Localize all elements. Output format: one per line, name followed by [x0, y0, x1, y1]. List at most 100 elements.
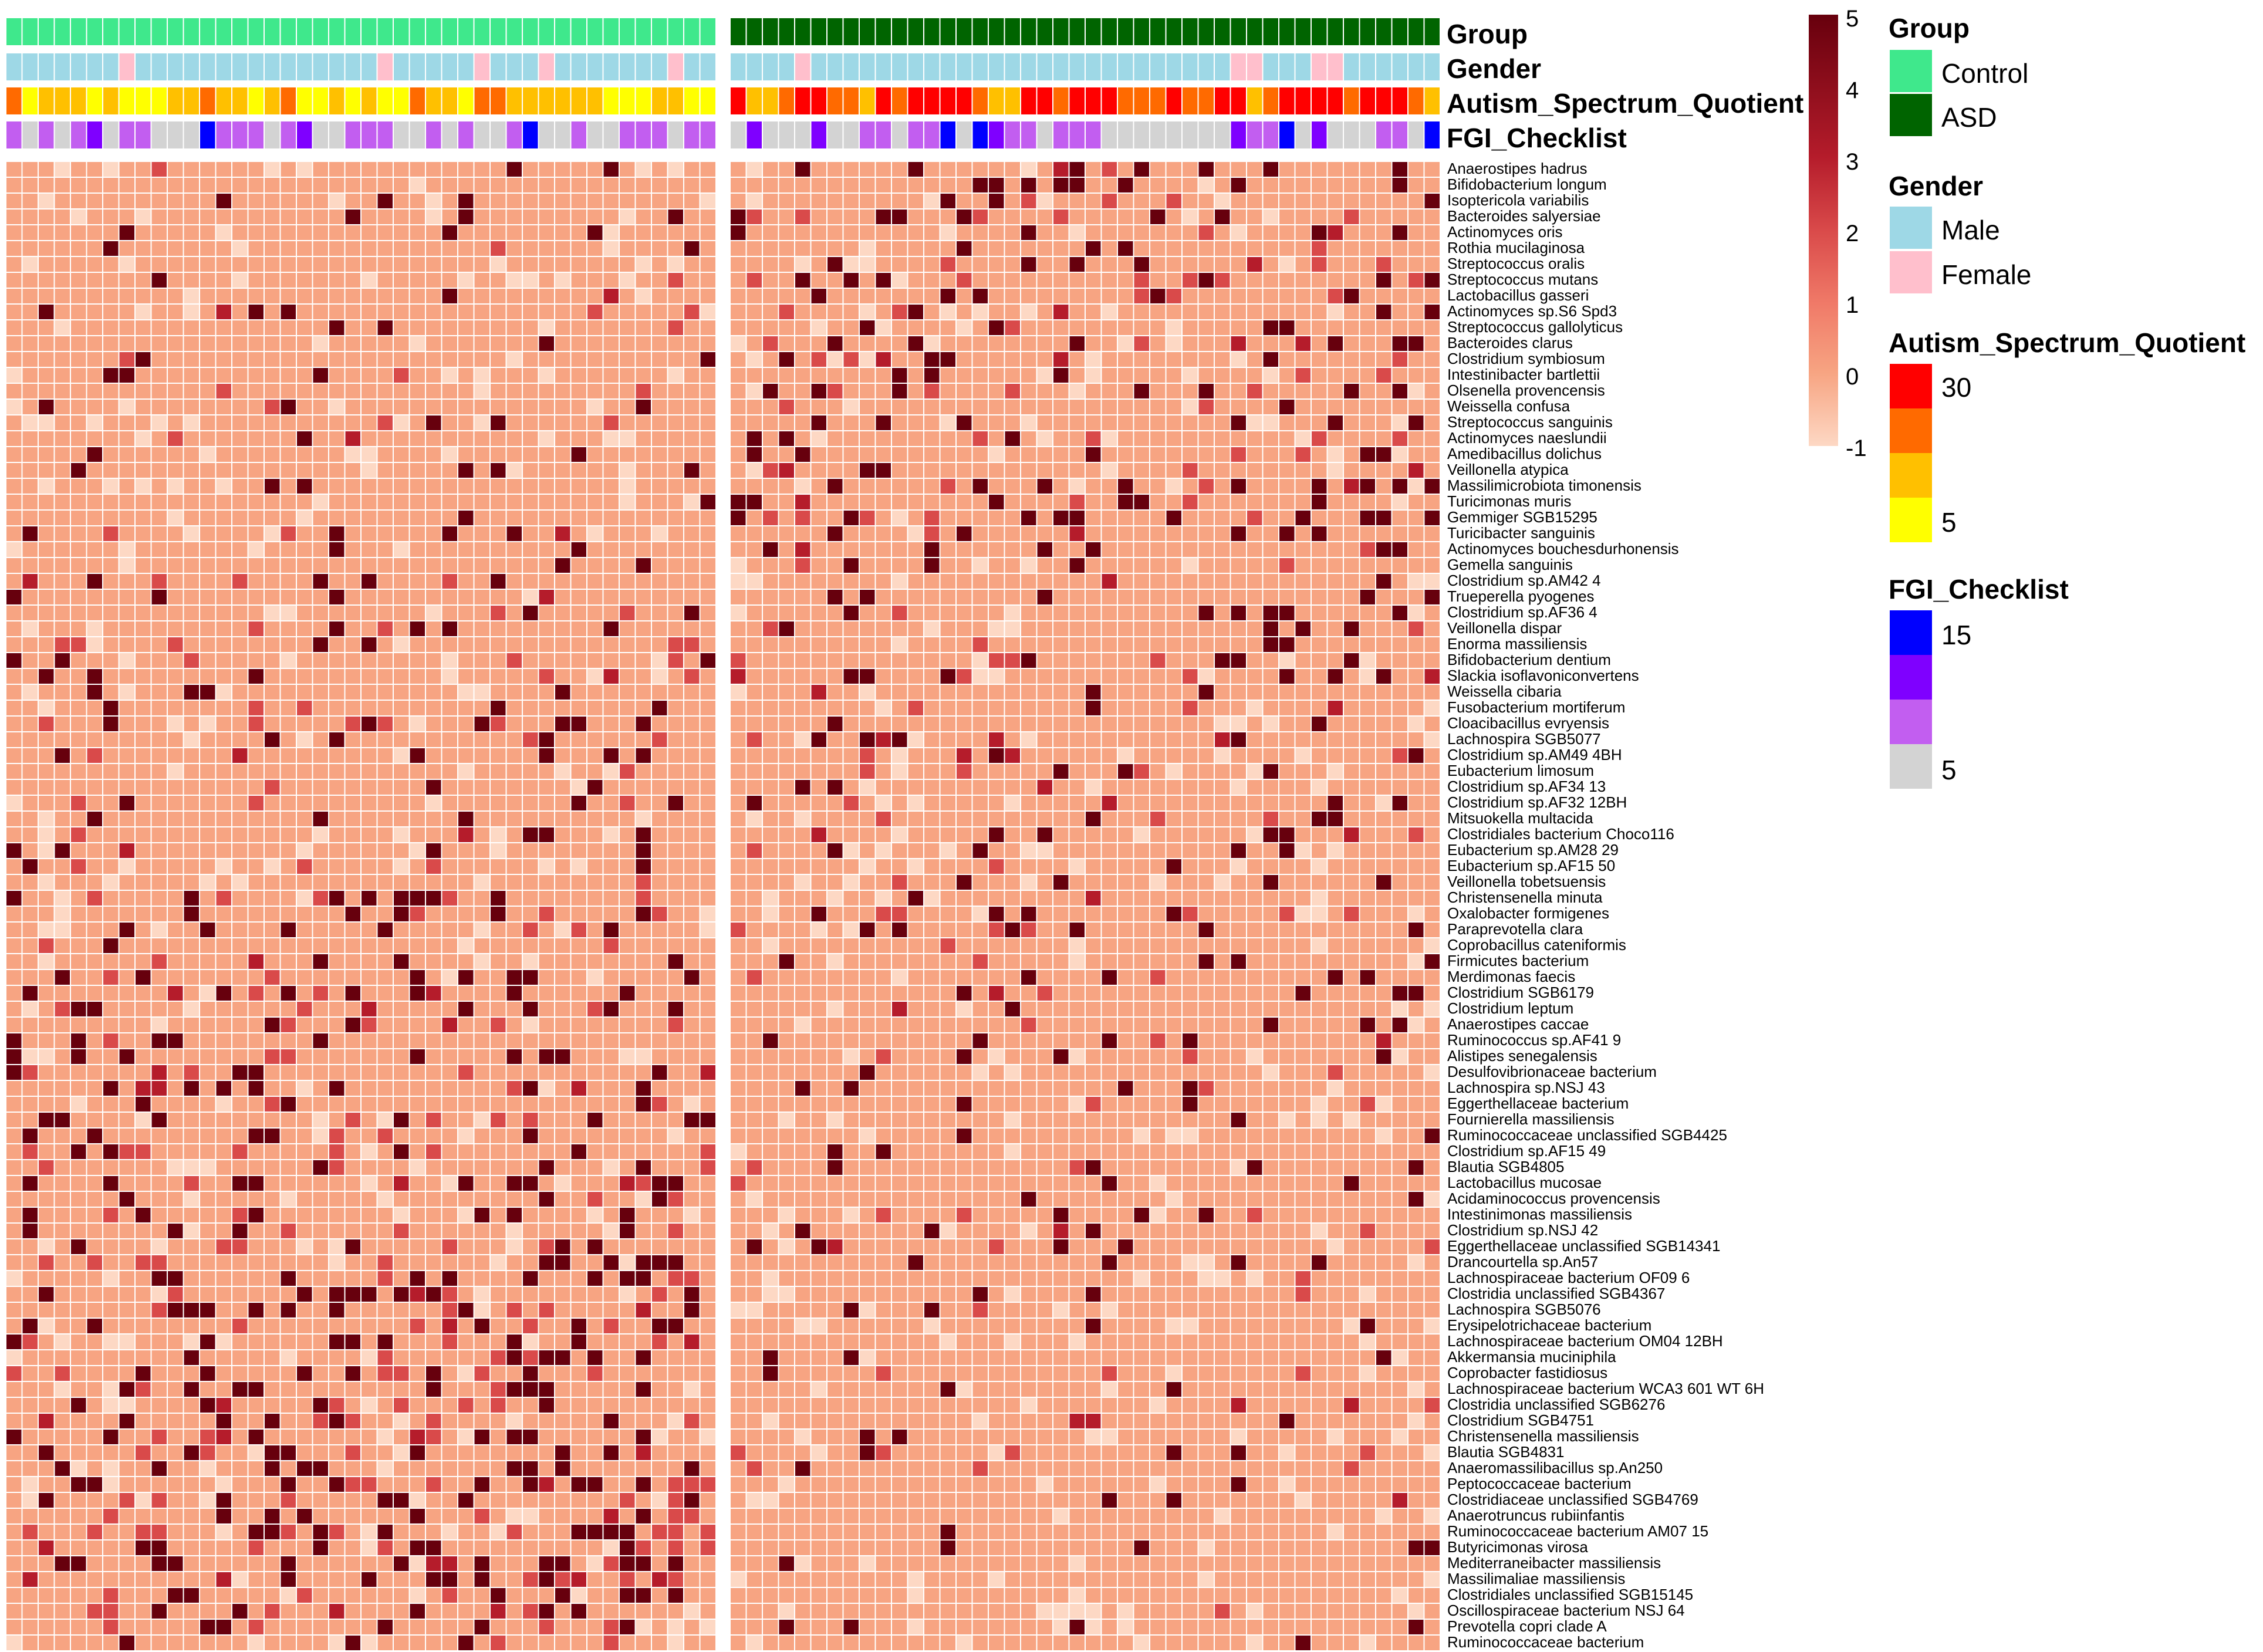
heatmap-cell — [279, 414, 297, 431]
heatmap-cell — [86, 256, 103, 273]
heatmap-cell — [1181, 272, 1199, 289]
heatmap-cell — [939, 826, 957, 843]
heatmap-cell — [118, 494, 136, 511]
heatmap-cell — [1197, 557, 1215, 574]
heatmap-cell — [215, 636, 232, 653]
heatmap-cell — [457, 335, 475, 352]
heatmap-cell — [167, 224, 184, 241]
heatmap-cell — [150, 462, 168, 479]
heatmap-cell — [522, 398, 539, 415]
heatmap-cell — [70, 398, 87, 415]
heatmap-cell — [264, 557, 281, 574]
heatmap-cell — [778, 303, 795, 320]
heatmap-cell — [199, 462, 217, 479]
heatmap-cell — [344, 747, 362, 764]
heatmap-cell — [247, 367, 265, 384]
heatmap-cell — [86, 367, 103, 384]
heatmap-cell — [619, 763, 636, 780]
heatmap-cell — [1326, 383, 1344, 400]
heatmap-cell — [376, 351, 394, 368]
heatmap-cell — [183, 779, 200, 796]
heatmap-cell — [891, 430, 908, 447]
heatmap-cell — [1068, 731, 1086, 748]
heatmap-cell — [1165, 367, 1183, 384]
heatmap-cell — [1343, 573, 1360, 590]
heatmap-cell — [473, 319, 491, 336]
heatmap-cell — [296, 810, 313, 827]
heatmap-cell — [1165, 795, 1183, 812]
heatmap-cell — [1310, 335, 1328, 352]
heatmap-cell — [745, 319, 763, 336]
heatmap-cell — [1165, 256, 1183, 273]
heatmap-cell — [5, 288, 23, 305]
annot-cell-aq — [907, 86, 924, 116]
heatmap-cell — [344, 351, 362, 368]
heatmap-cell — [874, 969, 892, 986]
heatmap-cell — [1181, 937, 1199, 954]
heatmap-cell — [53, 319, 71, 336]
heatmap-cell — [923, 509, 941, 526]
heatmap-cell — [215, 240, 232, 257]
heatmap-cell — [955, 731, 973, 748]
heatmap-cell — [634, 937, 652, 954]
heatmap-cell — [826, 335, 844, 352]
heatmap-cell — [102, 636, 120, 653]
heatmap-cell — [1391, 319, 1409, 336]
heatmap-cell — [1407, 525, 1425, 542]
heatmap-cell — [1181, 620, 1199, 637]
heatmap-cell — [794, 224, 812, 241]
heatmap-cell — [1391, 494, 1409, 511]
heatmap-cell — [923, 383, 941, 400]
heatmap-cell — [651, 589, 668, 606]
heatmap-cell — [923, 620, 941, 637]
heatmap-cell — [1197, 795, 1215, 812]
heatmap-cell — [1197, 494, 1215, 511]
heatmap-cell — [554, 953, 572, 970]
heatmap-cell — [53, 795, 71, 812]
heatmap-cell — [955, 668, 973, 685]
heatmap-cell — [1020, 731, 1038, 748]
annot-cell-gender — [102, 52, 120, 82]
heatmap-cell — [457, 684, 475, 701]
heatmap-cell — [907, 509, 924, 526]
annot-cell-fgi — [699, 120, 717, 150]
heatmap-cell — [328, 795, 346, 812]
annot-cell-aq — [505, 86, 523, 116]
heatmap-cell — [393, 272, 410, 289]
heatmap-cell — [955, 573, 973, 590]
heatmap-cell — [683, 288, 701, 305]
heatmap-cell — [393, 731, 410, 748]
heatmap-cell — [1278, 192, 1296, 210]
heatmap-cell — [393, 541, 410, 558]
heatmap-cell — [554, 414, 572, 431]
heatmap-cell — [441, 430, 458, 447]
heatmap-cell — [86, 240, 103, 257]
heatmap-cell — [1165, 731, 1183, 748]
heatmap-cell — [167, 620, 184, 637]
heatmap-cell — [570, 969, 587, 986]
heatmap-cell — [215, 715, 232, 732]
heatmap-cell — [634, 969, 652, 986]
annot-cell-group — [215, 17, 232, 46]
heatmap-cell — [457, 652, 475, 669]
heatmap-cell — [1214, 620, 1231, 637]
heatmap-cell — [891, 272, 908, 289]
heatmap-cell — [794, 700, 812, 717]
heatmap-cell — [778, 684, 795, 701]
heatmap-cell — [408, 985, 426, 1002]
annot-cell-gender — [441, 52, 458, 82]
annot-cell-gender — [939, 52, 957, 82]
heatmap-cell — [1020, 446, 1038, 463]
heatmap-cell — [554, 557, 572, 574]
heatmap-cell — [826, 351, 844, 368]
annot-cell-gender — [1133, 52, 1150, 82]
annot-cell-fgi — [70, 120, 87, 150]
heatmap-cell — [874, 589, 892, 606]
annot-cell-group — [1391, 17, 1409, 46]
heatmap-cell — [38, 367, 55, 384]
heatmap-cell — [699, 177, 717, 194]
annot-cell-group — [586, 17, 604, 46]
heatmap-cell — [1278, 937, 1296, 954]
heatmap-cell — [874, 953, 892, 970]
heatmap-cell — [441, 890, 458, 907]
